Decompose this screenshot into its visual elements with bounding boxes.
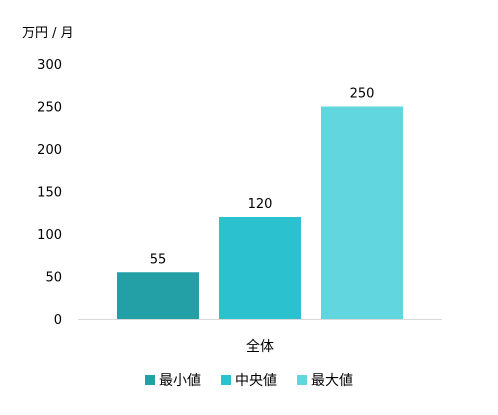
- legend-item: 中央値: [221, 370, 277, 390]
- legend-swatch: [145, 375, 155, 385]
- legend-label: 中央値: [235, 373, 277, 389]
- y-tick-label: 100: [37, 228, 62, 243]
- data-label: 250: [350, 87, 375, 102]
- legend-label: 最大値: [311, 373, 353, 389]
- data-label: 55: [150, 252, 167, 267]
- bar-3: [321, 106, 403, 319]
- y-tick-label: 150: [37, 186, 62, 201]
- y-tick-label: 50: [45, 271, 62, 286]
- legend-item: 最大値: [297, 370, 353, 390]
- legend: 最小値 中央値 最大値: [0, 370, 498, 390]
- legend-swatch: [297, 375, 307, 385]
- y-tick-label: 250: [37, 101, 62, 116]
- y-tick-label: 200: [37, 143, 62, 158]
- legend-label: 最小値: [159, 373, 201, 389]
- y-axis-unit-label: 万円 / 月: [22, 26, 74, 41]
- x-category-label: 全体: [246, 338, 274, 355]
- y-tick-label: 300: [37, 58, 62, 73]
- bar-1: [117, 272, 199, 319]
- bar-2: [219, 217, 301, 319]
- y-tick-label: 0: [54, 313, 62, 328]
- legend-swatch: [221, 375, 231, 385]
- legend-item: 最小値: [145, 370, 201, 390]
- data-label: 120: [248, 197, 273, 212]
